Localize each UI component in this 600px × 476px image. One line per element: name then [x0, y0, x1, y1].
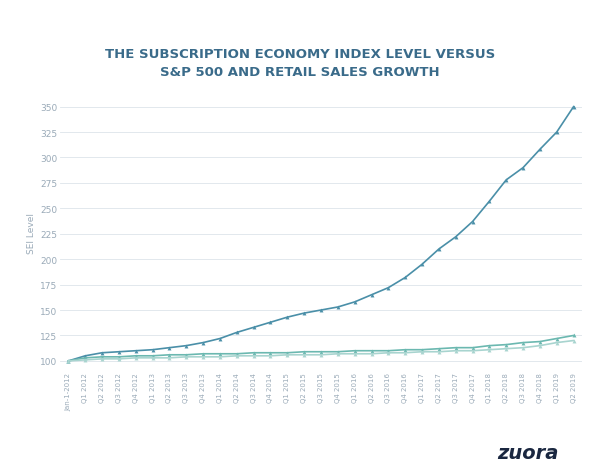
Text: zuora: zuora	[497, 443, 559, 462]
Text: THE SUBSCRIPTION ECONOMY INDEX LEVEL VERSUS
S&P 500 AND RETAIL SALES GROWTH: THE SUBSCRIPTION ECONOMY INDEX LEVEL VER…	[105, 48, 495, 79]
Y-axis label: SEI Level: SEI Level	[27, 213, 36, 254]
